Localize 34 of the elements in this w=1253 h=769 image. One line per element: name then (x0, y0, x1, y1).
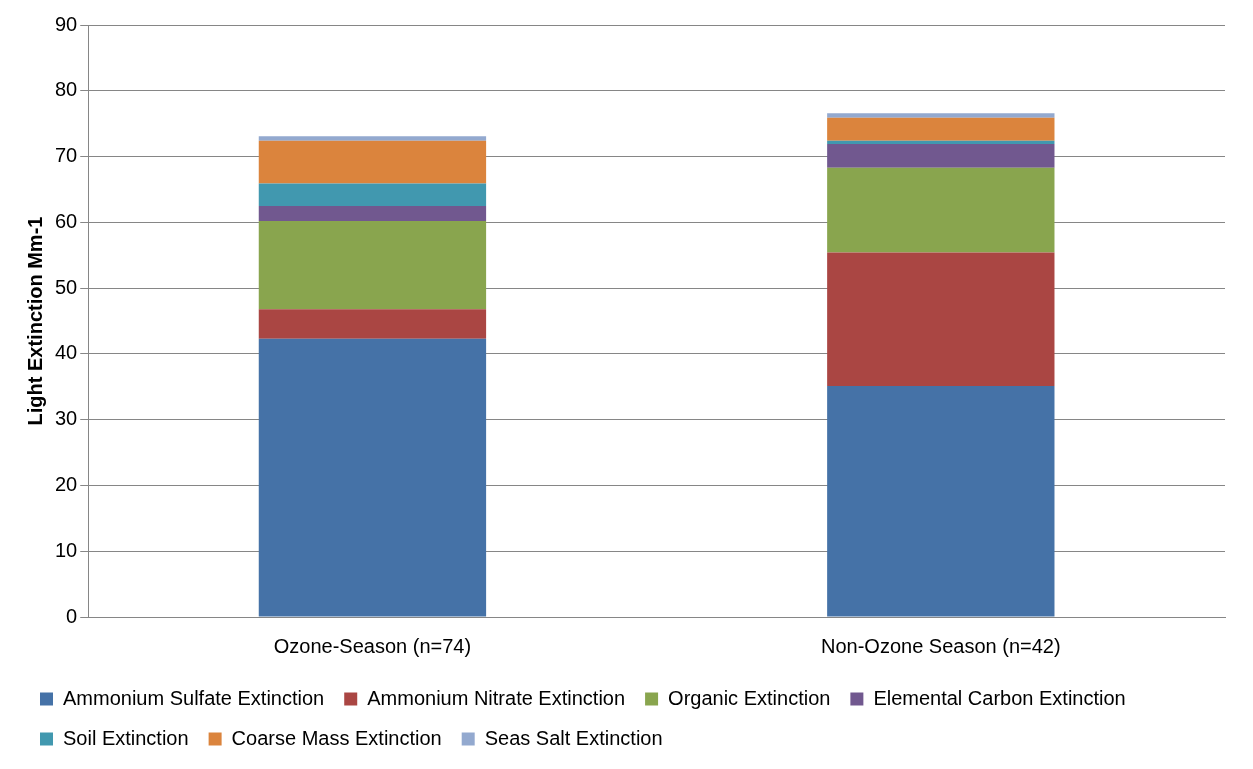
bar (258, 205, 487, 222)
legend-label: Coarse Mass Extinction (231, 726, 442, 749)
y-tick-label: 90 (55, 12, 78, 35)
legend-label: Ammonium Sulfate Extinction (63, 686, 325, 709)
bar (258, 309, 487, 339)
x-tick-label: Ozone-Season (n=74) (273, 634, 472, 657)
legend-label: Seas Salt Extinction (484, 726, 663, 749)
bar (827, 113, 1055, 118)
bar (827, 386, 1055, 617)
y-tick-label: 80 (55, 78, 78, 101)
bar (827, 252, 1055, 387)
y-tick-label: 30 (55, 407, 78, 430)
bar (258, 338, 487, 617)
bar (258, 221, 487, 310)
bar (258, 183, 487, 206)
y-tick-label: 10 (55, 538, 78, 561)
y-tick-label: 20 (55, 472, 78, 495)
y-tick-label: 40 (55, 341, 78, 364)
legend-label: Elemental Carbon Extinction (873, 686, 1126, 709)
bar (258, 136, 487, 141)
legend-label: Organic Extinction (668, 686, 831, 709)
y-tick-label: 50 (55, 275, 78, 298)
y-tick-label: 0 (66, 604, 78, 627)
y-tick-label: 60 (55, 209, 78, 232)
bar (827, 117, 1055, 141)
bar (827, 144, 1055, 168)
y-tick-label: 70 (55, 144, 78, 167)
bar (827, 167, 1055, 253)
bar (258, 140, 487, 184)
bar (827, 140, 1055, 145)
legend-label: Ammonium Nitrate Extinction (367, 686, 626, 709)
x-tick-label: Non-Ozone Season (n=42) (821, 634, 1061, 657)
legend-label: Soil Extinction (63, 726, 189, 749)
y-axis-title: Light Extinction Mm-1 (23, 216, 46, 426)
